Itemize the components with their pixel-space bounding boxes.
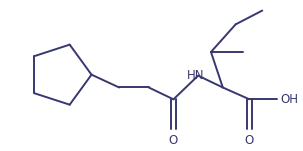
- Text: O: O: [169, 134, 178, 147]
- Text: O: O: [245, 134, 254, 147]
- Text: OH: OH: [280, 93, 298, 106]
- Text: HN: HN: [186, 69, 204, 82]
